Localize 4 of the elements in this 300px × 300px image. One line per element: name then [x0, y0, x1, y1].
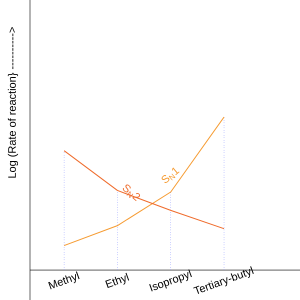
- x-tick-label: Methyl: [48, 271, 80, 290]
- x-tick-label: Ethyl: [105, 272, 130, 288]
- y-axis-title: Log (Rate of reaction} ---------->: [8, 27, 18, 178]
- text: S$_{N}$1: [162, 167, 180, 183]
